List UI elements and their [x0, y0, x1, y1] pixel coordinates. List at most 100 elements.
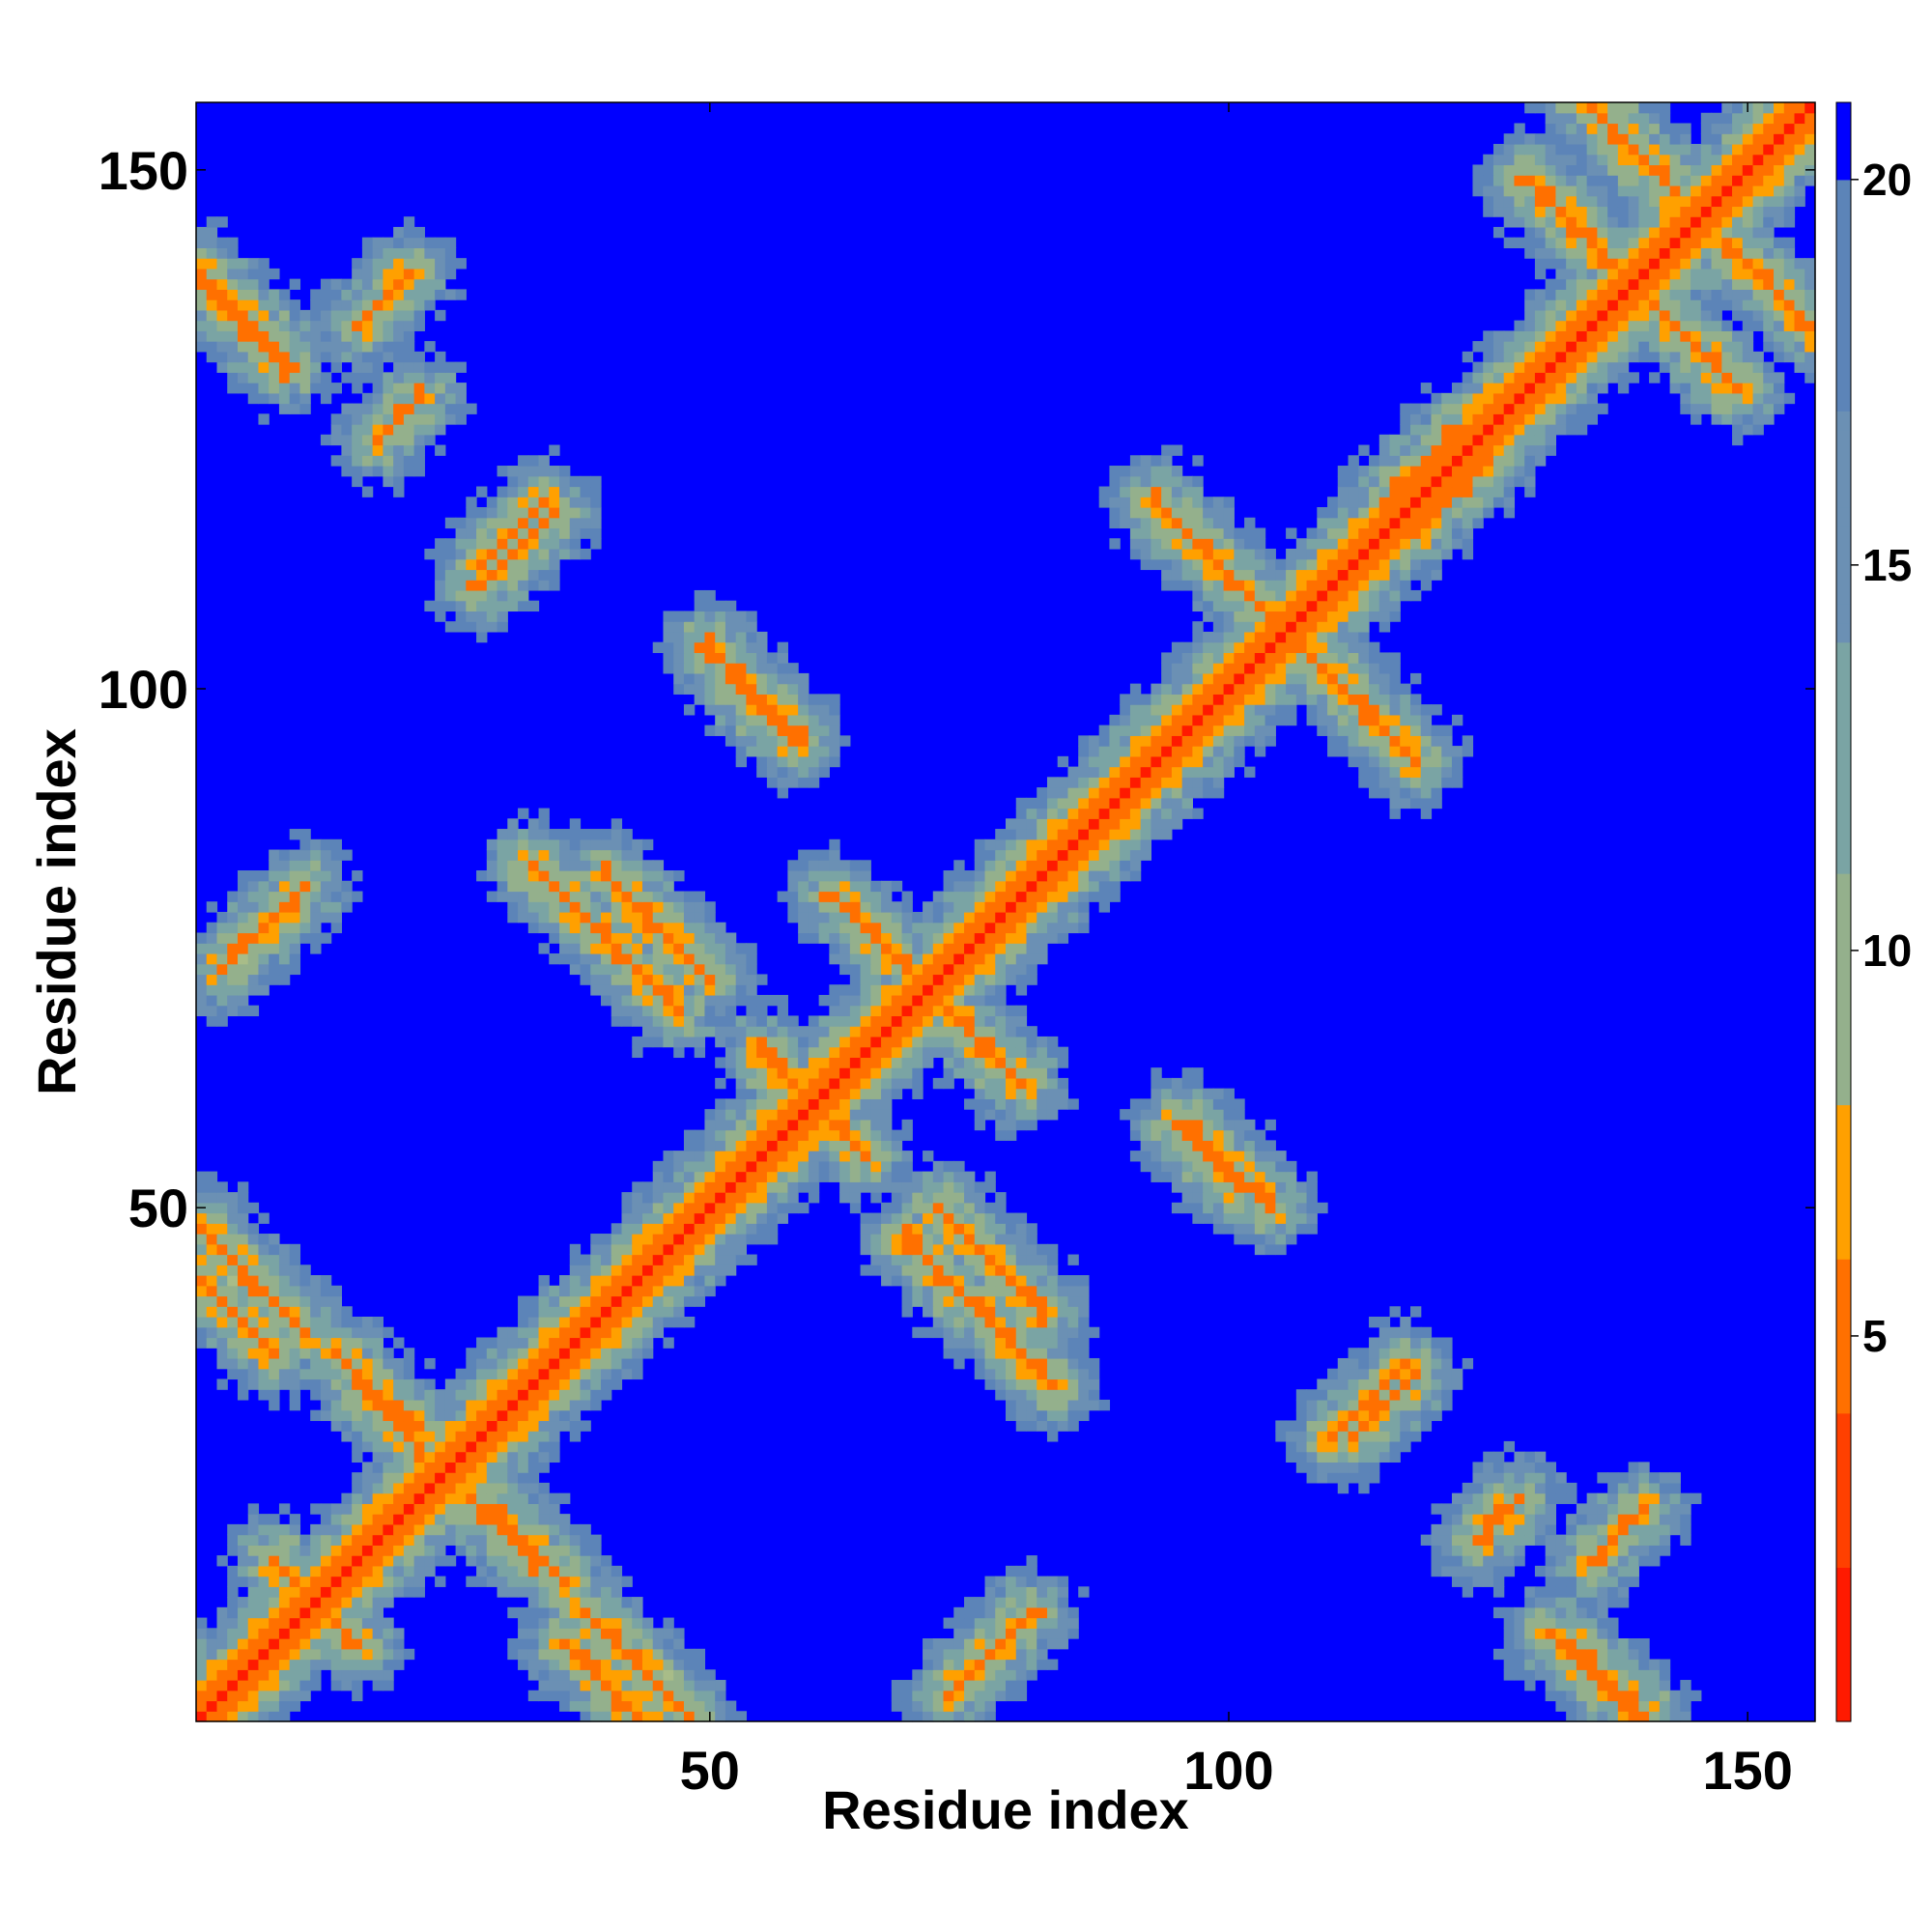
- heatmap-cell: [569, 1264, 582, 1276]
- heatmap-cell: [424, 1462, 436, 1473]
- heatmap-cell: [247, 891, 260, 902]
- heatmap-cell: [641, 1264, 654, 1276]
- heatmap-cell: [372, 1680, 384, 1691]
- heatmap-cell: [839, 952, 851, 965]
- heatmap-cell: [227, 1690, 239, 1702]
- heatmap-cell: [237, 1690, 249, 1702]
- heatmap-cell: [1037, 1586, 1048, 1598]
- heatmap-cell: [746, 746, 757, 757]
- heatmap-cell: [1015, 1088, 1028, 1099]
- heatmap-cell: [632, 974, 643, 985]
- heatmap-cell: [870, 880, 882, 893]
- heatmap-cell: [330, 1337, 343, 1349]
- heatmap-cell: [1410, 1337, 1422, 1349]
- heatmap-cell: [1337, 1482, 1350, 1494]
- heatmap-cell: [766, 1057, 779, 1068]
- heatmap-cell: [1244, 724, 1256, 736]
- heatmap-cell: [756, 672, 768, 685]
- heatmap-cell: [413, 1399, 425, 1411]
- heatmap-cell: [361, 1337, 374, 1349]
- heatmap-cell: [1628, 1638, 1639, 1650]
- heatmap-cell: [995, 849, 1007, 861]
- heatmap-cell: [860, 1243, 871, 1256]
- heatmap-cell: [1566, 1534, 1577, 1546]
- heatmap-cell: [673, 984, 685, 996]
- heatmap-cell: [320, 1555, 332, 1567]
- heatmap-cell: [527, 1451, 540, 1463]
- heatmap-cell: [1649, 1690, 1661, 1702]
- heatmap-cell: [891, 1026, 903, 1037]
- heatmap-cell: [652, 952, 665, 965]
- heatmap-cell: [829, 952, 840, 965]
- heatmap-cell: [1431, 1555, 1442, 1567]
- heatmap-cell: [704, 1690, 716, 1702]
- heatmap-cell: [1492, 1565, 1505, 1577]
- heatmap-cell: [299, 912, 311, 923]
- heatmap-cell: [901, 1711, 913, 1722]
- heatmap-cell: [1389, 652, 1401, 664]
- heatmap-cell: [580, 943, 591, 954]
- heatmap-cell: [943, 994, 954, 1007]
- heatmap-cell: [1015, 1628, 1028, 1639]
- heatmap-cell: [1026, 1326, 1037, 1339]
- heatmap-cell: [1234, 1223, 1245, 1235]
- heatmap-cell: [611, 1275, 623, 1287]
- heatmap-cell: [1026, 1617, 1037, 1629]
- heatmap-cell: [777, 735, 788, 747]
- heatmap-cell: [466, 1555, 477, 1567]
- heatmap-cell: [1659, 1472, 1671, 1484]
- heatmap-cell: [839, 1067, 851, 1079]
- heatmap-cell: [580, 932, 591, 944]
- heatmap-cell: [984, 1212, 996, 1224]
- heatmap-cell: [1441, 1514, 1453, 1525]
- heatmap-cell: [1244, 631, 1256, 643]
- heatmap-cell: [839, 891, 851, 902]
- heatmap-cell: [1566, 1545, 1577, 1556]
- heatmap-cell: [507, 1326, 519, 1339]
- heatmap-cell: [518, 1451, 529, 1463]
- heatmap-cell: [1015, 1378, 1028, 1390]
- heatmap-cell: [849, 1026, 862, 1037]
- heatmap-cell: [756, 1192, 768, 1204]
- heatmap-cell: [1358, 621, 1370, 633]
- heatmap-cell: [476, 1409, 488, 1422]
- heatmap-cell: [1628, 1472, 1639, 1484]
- heatmap-cell: [237, 1368, 249, 1380]
- heatmap-cell: [590, 1326, 602, 1339]
- heatmap-cell: [361, 1482, 374, 1494]
- heatmap-cell: [372, 1597, 384, 1608]
- heatmap-cell: [1337, 1389, 1350, 1401]
- heatmap-cell: [601, 838, 612, 851]
- heatmap-cell: [798, 766, 810, 778]
- heatmap-cell: [269, 1348, 280, 1359]
- heatmap-cell: [652, 1669, 665, 1681]
- heatmap-cell: [1566, 1597, 1577, 1608]
- heatmap-cell: [735, 724, 748, 736]
- heatmap-cell: [818, 1160, 830, 1173]
- heatmap-cell: [383, 1409, 394, 1422]
- heatmap-cell: [549, 1357, 560, 1370]
- heatmap-cell: [289, 1357, 301, 1370]
- heatmap-cell: [673, 1036, 685, 1048]
- heatmap-cell: [1046, 1378, 1059, 1390]
- heatmap-cell: [984, 1586, 996, 1598]
- heatmap-cell: [839, 1088, 851, 1099]
- heatmap-cell: [829, 714, 840, 726]
- heatmap-cell: [1378, 694, 1391, 705]
- heatmap-cell: [641, 1700, 654, 1712]
- heatmap-cell: [341, 1503, 353, 1515]
- heatmap-cell: [393, 1492, 405, 1504]
- heatmap-cell: [559, 1669, 571, 1681]
- heatmap-cell: [1586, 1628, 1598, 1639]
- heatmap-cell: [1389, 1389, 1401, 1401]
- heatmap-cell: [901, 1700, 913, 1712]
- heatmap-cell: [466, 611, 477, 622]
- heatmap-cell: [632, 1234, 643, 1245]
- heatmap-cell: [559, 849, 571, 861]
- heatmap-cell: [1514, 1514, 1525, 1525]
- heatmap-cell: [1120, 766, 1131, 778]
- heatmap-cell: [849, 1181, 862, 1193]
- heatmap-cell: [870, 974, 882, 985]
- heatmap-cell: [1015, 1357, 1028, 1370]
- heatmap-cell: [632, 1700, 643, 1712]
